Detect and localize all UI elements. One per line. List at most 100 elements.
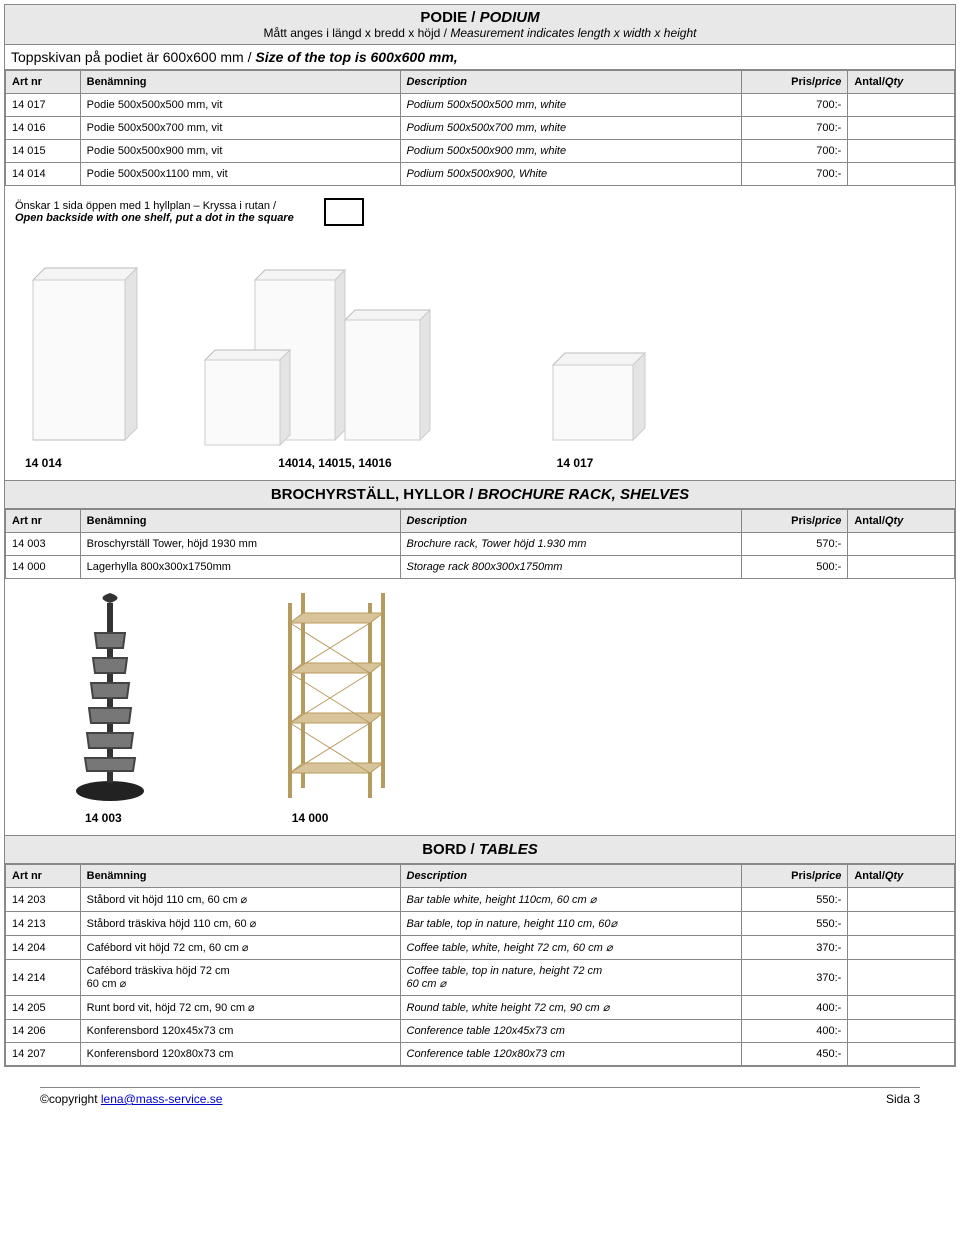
podium-subheader-sv: Toppskivan på podiet är 600x600 mm / bbox=[11, 49, 251, 65]
th-ben: Benämning bbox=[80, 510, 400, 533]
rack-images bbox=[5, 579, 955, 809]
footer-divider bbox=[40, 1087, 920, 1088]
th-qty: Antal/Qty bbox=[848, 865, 955, 888]
table-cell: Storage rack 800x300x1750mm bbox=[400, 556, 741, 579]
table-cell bbox=[848, 556, 955, 579]
table-cell: Podie 500x500x500 mm, vit bbox=[80, 94, 400, 117]
brochure-table: Art nr Benämning Description Pris/price … bbox=[5, 509, 955, 579]
table-cell: Podium 500x500x900 mm, white bbox=[400, 140, 741, 163]
podium-subheader: Toppskivan på podiet är 600x600 mm / Siz… bbox=[5, 45, 955, 70]
table-cell: 14 206 bbox=[6, 1020, 81, 1043]
th-desc: Description bbox=[400, 71, 741, 94]
table-cell: Podium 500x500x700 mm, white bbox=[400, 117, 741, 140]
table-cell: Coffee table, top in nature, height 72 c… bbox=[400, 960, 741, 996]
label-group: 14014, 14015, 14016 bbox=[185, 456, 485, 470]
table-cell: 14 214 bbox=[6, 960, 81, 996]
table-cell bbox=[848, 140, 955, 163]
table-cell bbox=[848, 888, 955, 912]
label-14000: 14 000 bbox=[292, 811, 329, 825]
table-row: 14 213Ståbord träskiva höjd 110 cm, 60 ⌀… bbox=[6, 912, 955, 936]
table-cell: 700:- bbox=[741, 163, 848, 186]
label-14017: 14 017 bbox=[485, 456, 665, 470]
table-cell: 550:- bbox=[741, 912, 848, 936]
table-cell bbox=[848, 912, 955, 936]
table-cell: 700:- bbox=[741, 140, 848, 163]
th-art: Art nr bbox=[6, 865, 81, 888]
table-row: 14 204Cafébord vit höjd 72 cm, 60 cm ⌀Co… bbox=[6, 936, 955, 960]
table-cell: Ståbord vit höjd 110 cm, 60 cm ⌀ bbox=[80, 888, 400, 912]
table-cell: Podie 500x500x1100 mm, vit bbox=[80, 163, 400, 186]
rack-labels: 14 003 14 000 bbox=[5, 809, 955, 835]
tables-title-sv: BORD / bbox=[422, 841, 475, 858]
podium-image-labels: 14 014 14014, 14015, 14016 14 017 bbox=[5, 454, 955, 480]
table-cell bbox=[848, 936, 955, 960]
th-qty: Antal/Qty bbox=[848, 510, 955, 533]
table-row: 14 014Podie 500x500x1100 mm, vitPodium 5… bbox=[6, 163, 955, 186]
table-cell: 14 204 bbox=[6, 936, 81, 960]
podium-title-sv: PODIE / bbox=[420, 9, 475, 26]
tables-title: BORD / TABLES bbox=[5, 835, 955, 864]
table-cell: 400:- bbox=[741, 1020, 848, 1043]
table-cell bbox=[848, 1020, 955, 1043]
tables-title-en: TABLES bbox=[479, 841, 538, 858]
footer-copyright: ©copyright bbox=[40, 1092, 101, 1106]
checkbox-icon[interactable] bbox=[324, 198, 364, 226]
table-row: 14 206Konferensbord 120x45x73 cmConferen… bbox=[6, 1020, 955, 1043]
table-cell: Bar table white, height 110cm, 60 cm ⌀ bbox=[400, 888, 741, 912]
table-cell: Bar table, top in nature, height 110 cm,… bbox=[400, 912, 741, 936]
table-cell: 700:- bbox=[741, 117, 848, 140]
podium-14014-icon bbox=[25, 250, 145, 450]
page-frame: PODIE / PODIUM Mått anges i längd x bred… bbox=[4, 4, 956, 1067]
open-back-row: Önskar 1 sida öppen med 1 hyllplan – Kry… bbox=[5, 186, 955, 234]
podium-subheader-en: Size of the top is 600x600 mm, bbox=[255, 49, 457, 65]
table-cell: Konferensbord 120x80x73 cm bbox=[80, 1043, 400, 1066]
table-cell bbox=[848, 960, 955, 996]
tables-table: Art nr Benämning Description Pris/price … bbox=[5, 864, 955, 1066]
table-cell: Cafébord vit höjd 72 cm, 60 cm ⌀ bbox=[80, 936, 400, 960]
podium-subtitle-sv: Mått anges i längd x bredd x höjd / bbox=[264, 26, 447, 40]
storage-rack-icon bbox=[275, 593, 395, 803]
table-row: 14 003Broschyrställ Tower, höjd 1930 mmB… bbox=[6, 533, 955, 556]
table-cell bbox=[848, 533, 955, 556]
table-cell: 14 203 bbox=[6, 888, 81, 912]
table-cell: 550:- bbox=[741, 888, 848, 912]
table-cell: 400:- bbox=[741, 996, 848, 1020]
table-row: 14 015Podie 500x500x900 mm, vitPodium 50… bbox=[6, 140, 955, 163]
podium-14017-icon bbox=[545, 340, 655, 450]
table-cell: 14 016 bbox=[6, 117, 81, 140]
table-cell bbox=[848, 163, 955, 186]
table-row: 14 205Runt bord vit, höjd 72 cm, 90 cm ⌀… bbox=[6, 996, 955, 1020]
brochure-title-en: BROCHURE RACK, SHELVES bbox=[477, 486, 689, 503]
table-cell: Conference table 120x80x73 cm bbox=[400, 1043, 741, 1066]
brochure-title-sv: BROCHYRSTÄLL, HYLLOR / bbox=[271, 486, 474, 503]
table-cell: 14 003 bbox=[6, 533, 81, 556]
table-row: 14 203Ståbord vit höjd 110 cm, 60 cm ⌀Ba… bbox=[6, 888, 955, 912]
th-art: Art nr bbox=[6, 510, 81, 533]
label-14003: 14 003 bbox=[85, 811, 122, 825]
table-cell: 700:- bbox=[741, 94, 848, 117]
table-cell: Conference table 120x45x73 cm bbox=[400, 1020, 741, 1043]
table-cell: Ståbord träskiva höjd 110 cm, 60 ⌀ bbox=[80, 912, 400, 936]
brochure-tower-icon bbox=[65, 593, 155, 803]
footer-email-link[interactable]: lena@mass-service.se bbox=[101, 1092, 223, 1106]
table-cell: Brochure rack, Tower höjd 1.930 mm bbox=[400, 533, 741, 556]
podium-title-block: PODIE / PODIUM Mått anges i längd x bred… bbox=[5, 5, 955, 45]
th-price: Pris/price bbox=[741, 71, 848, 94]
table-cell: Podium 500x500x900, White bbox=[400, 163, 741, 186]
table-cell: 14 000 bbox=[6, 556, 81, 579]
label-14014: 14 014 bbox=[25, 456, 185, 470]
th-desc: Description bbox=[400, 865, 741, 888]
th-qty: Antal/Qty bbox=[848, 71, 955, 94]
table-cell: 14 015 bbox=[6, 140, 81, 163]
open-back-en: Open backside with one shelf, put a dot … bbox=[15, 212, 294, 224]
table-cell: Podium 500x500x500 mm, white bbox=[400, 94, 741, 117]
brochure-title: BROCHYRSTÄLL, HYLLOR / BROCHURE RACK, SH… bbox=[5, 480, 955, 509]
th-price: Pris/price bbox=[741, 510, 848, 533]
table-cell: Cafébord träskiva höjd 72 cm 60 cm ⌀ bbox=[80, 960, 400, 996]
table-cell: Round table, white height 72 cm, 90 cm ⌀ bbox=[400, 996, 741, 1020]
table-cell: 14 205 bbox=[6, 996, 81, 1020]
footer: ©copyright lena@mass-service.se Sida 3 bbox=[0, 1092, 960, 1122]
table-cell: Konferensbord 120x45x73 cm bbox=[80, 1020, 400, 1043]
table-row: 14 017Podie 500x500x500 mm, vitPodium 50… bbox=[6, 94, 955, 117]
table-cell: Broschyrställ Tower, höjd 1930 mm bbox=[80, 533, 400, 556]
